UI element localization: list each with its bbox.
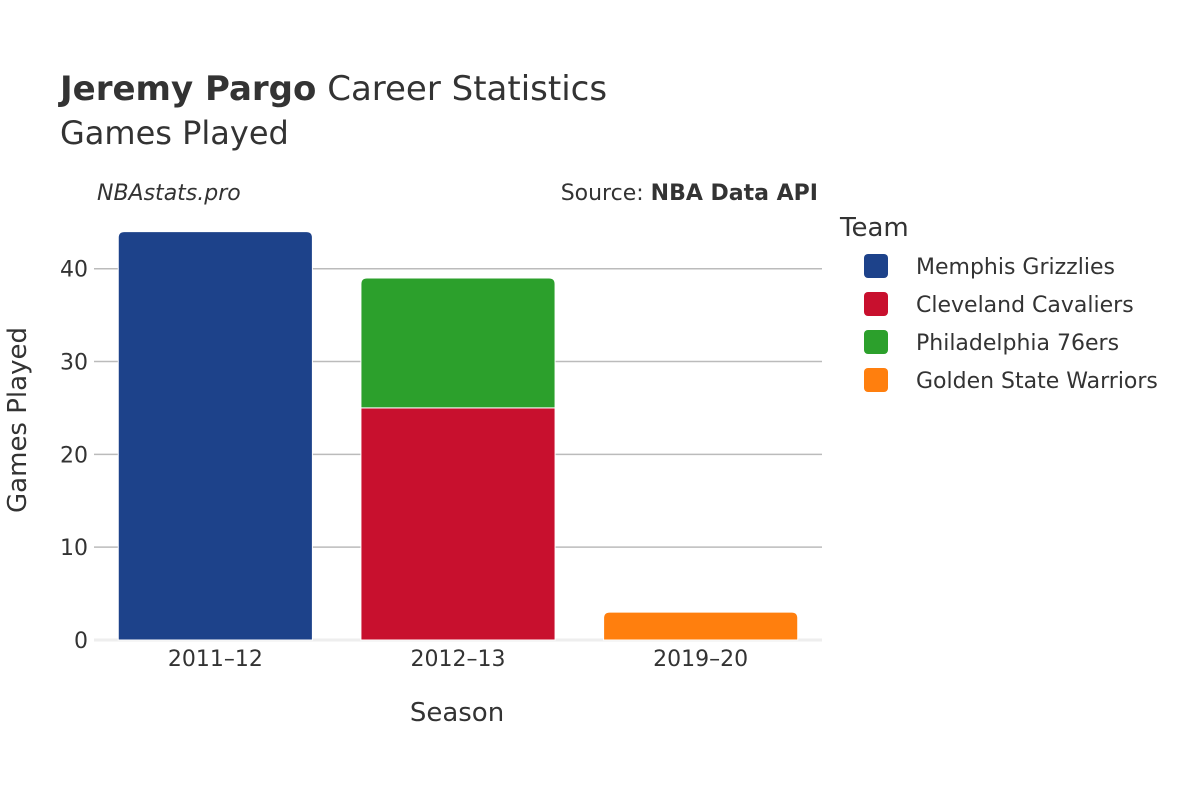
- legend-label[interactable]: Memphis Grizzlies: [916, 255, 1115, 280]
- y-axis-title: Games Played: [3, 327, 33, 513]
- legend-title: Team: [839, 213, 909, 243]
- x-tick-label: 2019–20: [653, 647, 748, 672]
- watermark: NBAstats.pro: [97, 181, 241, 206]
- y-tick-labels: 0 10 20 30 40: [60, 258, 88, 654]
- chart-subtitle: Games Played: [60, 114, 289, 152]
- bar-2012–13-cleveland-cavaliers[interactable]: [360, 407, 556, 641]
- y-tick-label: 10: [60, 536, 88, 561]
- bars: [117, 231, 799, 641]
- source-note: Source: NBA Data API: [561, 181, 818, 206]
- source-value: NBA Data API: [651, 181, 818, 206]
- y-tick-label: 40: [60, 258, 88, 283]
- source-label: Source:: [561, 181, 651, 206]
- x-tick-label: 2011–12: [168, 647, 263, 672]
- legend-swatch[interactable]: [864, 292, 888, 316]
- chart-title: Jeremy Pargo Career Statistics: [58, 69, 607, 109]
- bar-2011–12-memphis-grizzlies[interactable]: [117, 231, 313, 641]
- y-tick-label: 20: [60, 443, 88, 468]
- title-suffix: Career Statistics: [327, 69, 607, 109]
- legend-swatch[interactable]: [864, 368, 888, 392]
- y-tick-label: 30: [60, 351, 88, 376]
- legend: Memphis Grizzlies Cleveland Cavaliers Phil…: [864, 254, 1158, 394]
- bar-2019–20-golden-state-warriors[interactable]: [603, 611, 799, 641]
- x-axis-title: Season: [410, 698, 504, 728]
- legend-label[interactable]: Philadelphia 76ers: [916, 331, 1119, 356]
- y-tick-label: 0: [74, 629, 88, 654]
- x-tick-label: 2012–13: [411, 647, 506, 672]
- legend-label[interactable]: Cleveland Cavaliers: [916, 293, 1134, 318]
- x-tick-labels: 2011–12 2012–13 2019–20: [168, 647, 748, 672]
- bar-2012–13-philadelphia-76ers[interactable]: [360, 277, 556, 409]
- player-name: Jeremy Pargo: [58, 69, 316, 109]
- legend-swatch[interactable]: [864, 254, 888, 278]
- legend-swatch[interactable]: [864, 330, 888, 354]
- legend-label[interactable]: Golden State Warriors: [916, 369, 1158, 394]
